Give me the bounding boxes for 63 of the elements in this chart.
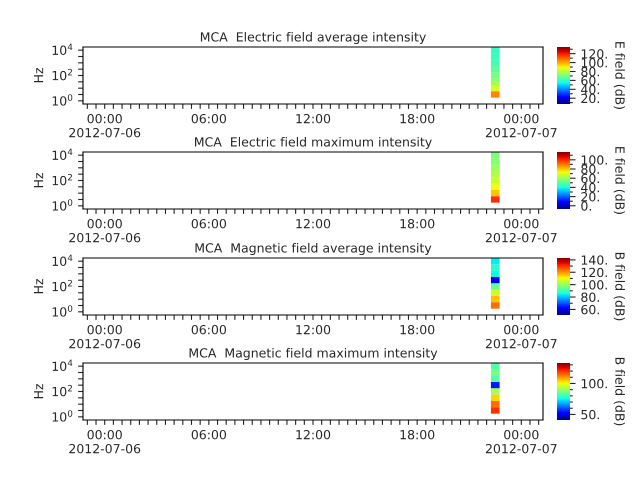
- color-bar-label: 60.: [581, 174, 599, 184]
- color-bar-label: 100.: [582, 155, 607, 165]
- x-tick-label: 12:00: [296, 430, 330, 440]
- y-tick-label: 10$^{0}$: [52, 94, 72, 106]
- x-tick-label: 18:00: [400, 324, 434, 334]
- color-bar-title: E field (dB): [614, 147, 625, 214]
- y-tick-label: 10$^{4}$: [52, 148, 72, 160]
- y-axis-title: Hz: [34, 279, 44, 294]
- x-tick-label: 00:00 2012-07-06: [69, 324, 140, 348]
- color-bar-label: 20.: [581, 192, 599, 202]
- x-tick-label: 00:00 2012-07-06: [69, 114, 140, 138]
- color-bar-label: 60.: [581, 76, 599, 86]
- x-tick-label: 18:00: [400, 218, 434, 228]
- color-bar-title: B field (dB): [614, 252, 625, 320]
- x-tick-label: 00:00 2012-07-07: [486, 430, 557, 454]
- color-bar-label: 20.: [581, 94, 599, 104]
- color-bar-label: 120.: [582, 49, 607, 59]
- y-tick-label: 10$^{4}$: [52, 360, 72, 372]
- color-bar-label: 0.: [581, 201, 591, 211]
- x-tick-label: 12:00: [296, 324, 330, 334]
- y-tick-label: 10$^{0}$: [52, 199, 72, 211]
- x-tick-label: 06:00: [192, 114, 226, 124]
- x-tick-label: 00:00 2012-07-07: [486, 218, 557, 242]
- chart-title: MCA Electric field average intensity: [200, 32, 426, 44]
- y-tick-label: 10$^{2}$: [52, 384, 72, 396]
- y-tick-label: 10$^{2}$: [52, 68, 72, 80]
- x-tick-label: 00:00 2012-07-06: [69, 430, 140, 454]
- color-bar-label: 60.: [581, 304, 599, 314]
- color-bar-label: 100.: [582, 378, 607, 388]
- color-bar-label: 100.: [582, 58, 607, 68]
- color-bar-label: 50.: [581, 410, 599, 420]
- chart-title: MCA Electric field maximum intensity: [195, 136, 432, 150]
- color-bar-title: E field (dB): [614, 42, 625, 109]
- y-tick-label: 10$^{0}$: [52, 305, 72, 317]
- x-tick-label: 00:00 2012-07-07: [486, 324, 557, 348]
- color-bar-label: 40.: [581, 182, 599, 192]
- y-axis-title: Hz: [34, 68, 44, 82]
- y-tick-label: 10$^{4}$: [52, 254, 72, 266]
- color-bar-label: 100.: [582, 280, 607, 290]
- chart-title: MCA Magnetic field maximum intensity: [190, 348, 438, 360]
- color-bar-label: 80.: [581, 292, 599, 302]
- x-tick-label: 06:00: [192, 324, 226, 334]
- color-bar-label: 140.: [582, 255, 607, 265]
- x-tick-label: 18:00: [400, 430, 434, 440]
- x-tick-label: 12:00: [296, 114, 330, 124]
- chart-title: MCA Magnetic field average intensity: [195, 242, 432, 256]
- color-bar-label: 40.: [581, 84, 599, 94]
- color-bar-label: 80.: [581, 66, 599, 76]
- y-tick-label: 10$^{0}$: [52, 410, 72, 422]
- x-tick-label: 06:00: [192, 430, 226, 440]
- y-tick-label: 10$^{2}$: [52, 280, 72, 292]
- color-bar-label: 120.: [582, 268, 607, 278]
- x-tick-label: 18:00: [400, 114, 434, 124]
- color-bar-title: B field (dB): [614, 358, 625, 426]
- x-tick-label: 00:00 2012-07-06: [69, 218, 140, 242]
- y-axis-title: Hz: [34, 384, 44, 398]
- y-tick-label: 10$^{2}$: [52, 174, 72, 186]
- x-tick-label: 00:00 2012-07-07: [486, 114, 557, 138]
- x-tick-label: 12:00: [296, 218, 330, 228]
- y-axis-title: Hz: [34, 173, 44, 188]
- color-bar-label: 80.: [581, 164, 599, 174]
- x-tick-label: 06:00: [192, 218, 226, 228]
- y-tick-label: 10$^{4}$: [52, 44, 72, 56]
